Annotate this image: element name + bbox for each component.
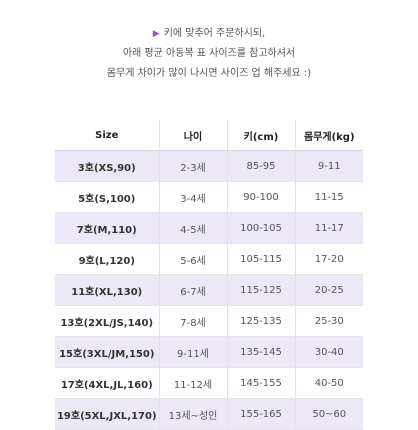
row-height: 85-95: [227, 150, 296, 182]
table-row: 13호(2XL/JS,140) 7-8세 125-135 25-30: [55, 305, 363, 337]
row-age: 3-4세: [159, 181, 228, 213]
table-row: 15호(3XL/JM,150) 9-11세 135-145 30-40: [55, 336, 363, 368]
row-age: 7-8세: [159, 305, 228, 337]
row-age: 13세~성인: [159, 398, 228, 430]
row-size: 13호(2XL/JS,140): [55, 305, 160, 337]
table-row: 5호(S,100) 3-4세 90-100 11-15: [55, 181, 363, 213]
row-height: 105-115: [227, 243, 296, 275]
row-size: 17호(4XL,JL,160): [55, 367, 160, 399]
row-height: 145-155: [227, 367, 296, 399]
row-height: 115-125: [227, 274, 296, 306]
table-row: 3호(XS,90) 2-3세 85-95 9-11: [55, 150, 363, 182]
row-weight: 25-30: [295, 305, 363, 337]
row-age: 5-6세: [159, 243, 228, 275]
table-row: 9호(L,120) 5-6세 105-115 17-20: [55, 243, 363, 275]
table-row: 19호(5XL,JXL,170) 13세~성인 155-165 50~60: [55, 398, 363, 430]
triangle-right-icon: ▶: [152, 29, 160, 39]
row-size: 11호(XL,130): [55, 274, 160, 306]
notice-line-1: ▶ 키에 맞추어 주문하시되,: [0, 24, 418, 44]
row-height: 100-105: [227, 212, 296, 244]
row-weight: 17-20: [295, 243, 363, 275]
header-weight: 몸무게(kg): [295, 120, 363, 151]
row-weight: 30-40: [295, 336, 363, 368]
table-row: 11호(XL,130) 6-7세 115-125 20-25: [55, 274, 363, 306]
header-age: 나이: [159, 120, 228, 151]
notice-line-2: 아래 평균 아동복 표 사이즈를 참고하셔서: [122, 48, 296, 59]
row-weight: 11-15: [295, 181, 363, 213]
row-height: 125-135: [227, 305, 296, 337]
row-size: 9호(L,120): [55, 243, 160, 275]
row-age: 9-11세: [159, 336, 228, 368]
row-weight: 50~60: [295, 398, 363, 430]
table-row: 17호(4XL,JL,160) 11-12세 145-155 40-50: [55, 367, 363, 399]
row-weight: 20-25: [295, 274, 363, 306]
notice-line-3: 몸무게 차이가 많이 나시면 사이즈 업 해주세요 :): [106, 68, 312, 79]
size-chart-table: Size 나이 키(cm) 몸무게(kg) 3호(XS,90) 2-3세 85-…: [55, 120, 363, 430]
size-guide-notice: ▶ 키에 맞추어 주문하시되, 아래 평균 아동복 표 사이즈를 참고하셔서 몸무…: [0, 24, 418, 84]
row-age: 2-3세: [159, 150, 228, 182]
row-size: 7호(M,110): [55, 212, 160, 244]
row-size: 3호(XS,90): [55, 150, 160, 182]
row-height: 135-145: [227, 336, 296, 368]
header-size: Size: [55, 120, 160, 151]
table-header-row: Size 나이 키(cm) 몸무게(kg): [55, 120, 363, 151]
row-age: 4-5세: [159, 212, 228, 244]
row-weight: 9-11: [295, 150, 363, 182]
row-weight: 11-17: [295, 212, 363, 244]
header-height: 키(cm): [227, 120, 296, 151]
table-row: 7호(M,110) 4-5세 100-105 11-17: [55, 212, 363, 244]
row-size: 19호(5XL,JXL,170): [55, 398, 160, 430]
row-size: 5호(S,100): [55, 181, 160, 213]
notice-text-1: 키에 맞추어 주문하시되,: [163, 28, 266, 39]
row-age: 6-7세: [159, 274, 228, 306]
row-weight: 40-50: [295, 367, 363, 399]
row-height: 90-100: [227, 181, 296, 213]
row-size: 15호(3XL/JM,150): [55, 336, 160, 368]
row-age: 11-12세: [159, 367, 228, 399]
row-height: 155-165: [227, 398, 296, 430]
